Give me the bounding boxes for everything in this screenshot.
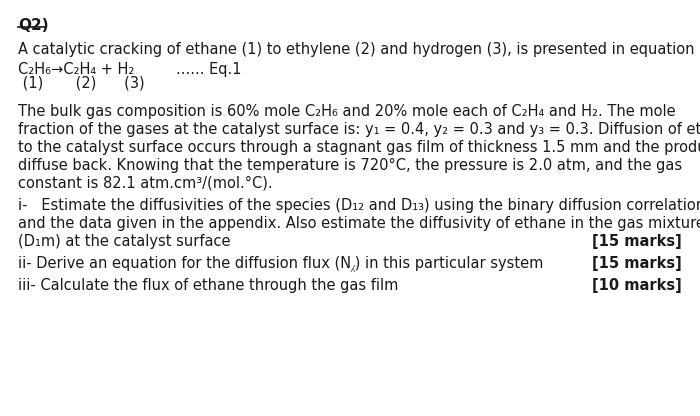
Text: (1)       (2)      (3): (1) (2) (3) [18, 76, 145, 91]
Text: [15 marks]: [15 marks] [592, 234, 682, 249]
Text: ...... Eq.1: ...... Eq.1 [176, 62, 241, 77]
Text: diffuse back. Knowing that the temperature is 720°C, the pressure is 2.0 atm, an: diffuse back. Knowing that the temperatu… [18, 158, 682, 173]
Text: iii- Calculate the flux of ethane through the gas film: iii- Calculate the flux of ethane throug… [18, 278, 398, 293]
Text: fraction of the gases at the catalyst surface is: y₁ = 0.4, y₂ = 0.3 and y₃ = 0.: fraction of the gases at the catalyst su… [18, 122, 700, 137]
Text: i-   Estimate the diffusivities of the species (D₁₂ and D₁₃) using the binary di: i- Estimate the diffusivities of the spe… [18, 198, 700, 213]
Text: The bulk gas composition is 60% mole C₂H₆ and 20% mole each of C₂H₄ and H₂. The : The bulk gas composition is 60% mole C₂H… [18, 104, 676, 119]
Text: A catalytic cracking of ethane (1) to ethylene (2) and hydrogen (3), is presente: A catalytic cracking of ethane (1) to et… [18, 42, 700, 57]
Text: (D₁m) at the catalyst surface: (D₁m) at the catalyst surface [18, 234, 230, 249]
Text: ii- Derive an equation for the diffusion flux (N⁁) in this particular system: ii- Derive an equation for the diffusion… [18, 256, 543, 272]
Text: and the data given in the appendix. Also estimate the diffusivity of ethane in t: and the data given in the appendix. Also… [18, 216, 700, 231]
Text: C₂H₆→C₂H₄ + H₂: C₂H₆→C₂H₄ + H₂ [18, 62, 134, 77]
Text: [10 marks]: [10 marks] [592, 278, 682, 293]
Text: Q2): Q2) [18, 18, 48, 33]
Text: to the catalyst surface occurs through a stagnant gas film of thickness 1.5 mm a: to the catalyst surface occurs through a… [18, 140, 700, 155]
Text: [15 marks]: [15 marks] [592, 256, 682, 271]
Text: constant is 82.1 atm.cm³/(mol.°C).: constant is 82.1 atm.cm³/(mol.°C). [18, 176, 272, 191]
